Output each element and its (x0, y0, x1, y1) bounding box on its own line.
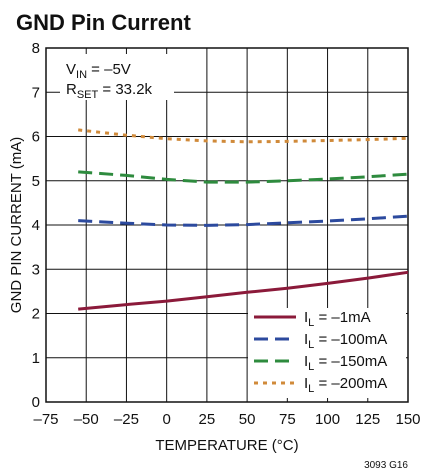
x-tick-label: 50 (239, 411, 256, 428)
x-tick-label: –75 (33, 411, 58, 428)
y-tick-label: 6 (32, 129, 40, 146)
y-tick-label: 8 (32, 40, 40, 57)
legend-label-subscript: L (308, 317, 314, 329)
legend-label-value: = –150mA (314, 353, 387, 370)
y-tick-label: 7 (32, 84, 40, 101)
x-tick-label: –25 (114, 411, 139, 428)
legend-label-symbol: I (304, 331, 308, 348)
x-tick-label: 0 (162, 411, 170, 428)
legend-label-value: = –100mA (314, 331, 387, 348)
legend-label-subscript: L (308, 383, 314, 395)
x-tick-label: 150 (395, 411, 420, 428)
series-line (78, 128, 409, 144)
chart-title: GND Pin Current (16, 10, 191, 35)
figure-code: 3093 G16 (364, 460, 408, 471)
rset-note: RSET = 33.2k (66, 81, 153, 101)
y-tick-label: 3 (32, 261, 40, 278)
plot-frame (45, 47, 409, 403)
series-lines (78, 128, 409, 311)
series-line (78, 170, 409, 184)
legend-label-value: = –200mA (314, 375, 387, 392)
y-tick-label: 1 (32, 350, 40, 367)
x-tick-label: 100 (315, 411, 340, 428)
y-tick-label: 5 (32, 173, 40, 190)
vin-value: = –5V (87, 61, 131, 78)
x-tick-labels: –75 –50 –25 0 25 50 75 100 125 150 (33, 411, 420, 428)
conditions-box (60, 54, 174, 100)
y-tick-label: 2 (32, 306, 40, 323)
legend-label-symbol: I (304, 375, 308, 392)
y-axis-label: GND PIN CURRENT (mA) (8, 137, 25, 313)
legend-label-value: = –1mA (314, 309, 370, 326)
y-tick-labels: 0 1 2 3 4 5 6 7 8 (32, 40, 40, 411)
vin-subscript: IN (76, 69, 87, 81)
legend-label: IL = –200mA (304, 375, 387, 395)
legend-label-symbol: I (304, 353, 308, 370)
legend-label: IL = –1mA (304, 309, 371, 329)
rset-symbol: R (66, 81, 77, 98)
rset-subscript: SET (77, 89, 99, 101)
y-tick-label: 4 (32, 217, 40, 234)
x-tick-label: 125 (355, 411, 380, 428)
series-line (78, 270, 409, 311)
rset-value: = 33.2k (98, 81, 152, 98)
x-tick-label: 25 (199, 411, 216, 428)
x-tick-label: –50 (74, 411, 99, 428)
legend-label: IL = –100mA (304, 331, 387, 351)
x-tick-label: 75 (279, 411, 296, 428)
legend-label-subscript: L (308, 339, 314, 351)
y-tick-label: 0 (32, 394, 40, 411)
vin-symbol: V (66, 61, 76, 78)
legend-label-symbol: I (304, 309, 308, 326)
x-axis-label: TEMPERATURE (°C) (155, 437, 298, 454)
legend-label: IL = –150mA (304, 353, 387, 373)
series-line (78, 214, 409, 227)
legend-label-subscript: L (308, 361, 314, 373)
vin-note: VIN = –5V (66, 61, 131, 81)
